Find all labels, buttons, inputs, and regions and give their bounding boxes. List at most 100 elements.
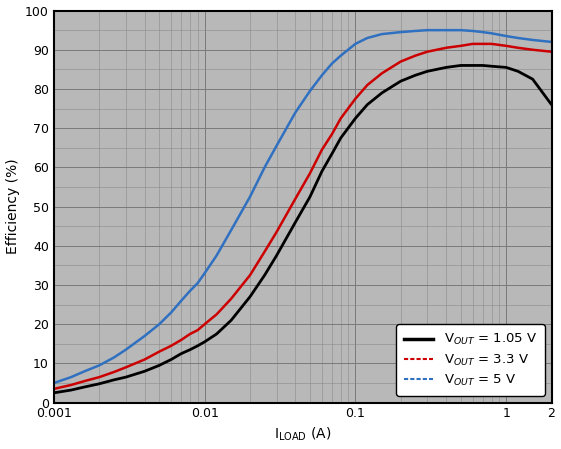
V$_{OUT}$ = 1.05 V: [424, 69, 431, 74]
V$_{OUT}$ = 3.3 V: [178, 337, 185, 343]
V$_{OUT}$ = 1.05 V: [503, 65, 509, 70]
V$_{OUT}$ = 1.05 V: [168, 357, 174, 362]
V$_{OUT}$ = 5 V: [81, 369, 88, 374]
V$_{OUT}$ = 1.05 V: [201, 339, 208, 344]
V$_{OUT}$ = 1.05 V: [457, 63, 464, 68]
V$_{OUT}$ = 3.3 V: [548, 49, 555, 54]
V$_{OUT}$ = 5 V: [503, 33, 509, 39]
V$_{OUT}$ = 3.3 V: [168, 343, 174, 348]
V$_{OUT}$ = 5 V: [111, 355, 117, 360]
V$_{OUT}$ = 1.05 V: [81, 384, 88, 390]
V$_{OUT}$ = 1.05 V: [273, 253, 280, 258]
V$_{OUT}$ = 5 V: [397, 30, 404, 35]
V$_{OUT}$ = 3.3 V: [68, 382, 75, 387]
V$_{OUT}$ = 1.05 V: [443, 65, 449, 70]
V$_{OUT}$ = 5 V: [514, 35, 521, 41]
V$_{OUT}$ = 3.3 V: [514, 45, 521, 50]
V$_{OUT}$ = 1.05 V: [530, 76, 536, 82]
V$_{OUT}$ = 1.05 V: [247, 294, 254, 299]
Y-axis label: Efficiency (%): Efficiency (%): [6, 159, 20, 255]
V$_{OUT}$ = 3.3 V: [111, 370, 117, 375]
V$_{OUT}$ = 3.3 V: [488, 41, 495, 47]
V$_{OUT}$ = 1.05 V: [470, 63, 476, 68]
V$_{OUT}$ = 5 V: [530, 37, 536, 43]
V$_{OUT}$ = 3.3 V: [480, 41, 486, 47]
V$_{OUT}$ = 1.05 V: [122, 374, 129, 380]
V$_{OUT}$ = 5 V: [364, 35, 371, 41]
V$_{OUT}$ = 5 V: [488, 31, 495, 36]
V$_{OUT}$ = 1.05 V: [194, 343, 201, 348]
V$_{OUT}$ = 5 V: [228, 228, 234, 233]
V$_{OUT}$ = 1.05 V: [488, 64, 495, 69]
V$_{OUT}$ = 3.3 V: [424, 49, 431, 54]
V$_{OUT}$ = 5 V: [213, 253, 220, 258]
V$_{OUT}$ = 5 V: [156, 321, 163, 327]
V$_{OUT}$ = 1.05 V: [480, 63, 486, 68]
V$_{OUT}$ = 1.05 V: [329, 151, 335, 156]
V$_{OUT}$ = 1.05 V: [156, 363, 163, 368]
V$_{OUT}$ = 1.05 V: [352, 116, 358, 121]
V$_{OUT}$ = 3.3 V: [337, 116, 344, 121]
V$_{OUT}$ = 3.3 V: [187, 331, 194, 337]
V$_{OUT}$ = 5 V: [480, 30, 486, 35]
V$_{OUT}$ = 1.05 V: [397, 79, 404, 84]
Line: V$_{OUT}$ = 5 V: V$_{OUT}$ = 5 V: [54, 30, 551, 383]
V$_{OUT}$ = 3.3 V: [213, 312, 220, 317]
V$_{OUT}$ = 1.05 V: [364, 102, 371, 107]
V$_{OUT}$ = 1.05 V: [111, 377, 117, 383]
V$_{OUT}$ = 5 V: [470, 28, 476, 34]
V$_{OUT}$ = 5 V: [178, 298, 185, 304]
V$_{OUT}$ = 5 V: [187, 288, 194, 294]
V$_{OUT}$ = 1.05 V: [228, 317, 234, 323]
V$_{OUT}$ = 5 V: [319, 73, 325, 78]
V$_{OUT}$ = 1.05 V: [307, 194, 314, 199]
V$_{OUT}$ = 3.3 V: [141, 357, 148, 362]
V$_{OUT}$ = 1.05 V: [514, 69, 521, 74]
V$_{OUT}$ = 5 V: [424, 27, 431, 33]
V$_{OUT}$ = 5 V: [168, 310, 174, 315]
V$_{OUT}$ = 3.3 V: [379, 70, 385, 76]
V$_{OUT}$ = 3.3 V: [50, 386, 57, 392]
V$_{OUT}$ = 1.05 V: [213, 331, 220, 337]
V$_{OUT}$ = 3.3 V: [194, 327, 201, 333]
V$_{OUT}$ = 5 V: [68, 374, 75, 380]
V$_{OUT}$ = 5 V: [352, 41, 358, 47]
V$_{OUT}$ = 3.3 V: [352, 96, 358, 101]
V$_{OUT}$ = 5 V: [50, 380, 57, 386]
V$_{OUT}$ = 3.3 V: [470, 41, 476, 47]
V$_{OUT}$ = 1.05 V: [379, 90, 385, 96]
V$_{OUT}$ = 1.05 V: [178, 351, 185, 357]
V$_{OUT}$ = 3.3 V: [96, 374, 103, 380]
V$_{OUT}$ = 1.05 V: [319, 169, 325, 174]
V$_{OUT}$ = 1.05 V: [548, 102, 555, 107]
Legend: V$_{OUT}$ = 1.05 V, V$_{OUT}$ = 3.3 V, V$_{OUT}$ = 5 V: V$_{OUT}$ = 1.05 V, V$_{OUT}$ = 3.3 V, V…: [396, 324, 545, 396]
V$_{OUT}$ = 1.05 V: [96, 381, 103, 387]
X-axis label: I$_{\rm LOAD}$ (A): I$_{\rm LOAD}$ (A): [274, 426, 332, 444]
V$_{OUT}$ = 3.3 V: [397, 59, 404, 64]
V$_{OUT}$ = 3.3 V: [530, 47, 536, 53]
V$_{OUT}$ = 5 V: [329, 61, 335, 66]
V$_{OUT}$ = 5 V: [412, 28, 419, 34]
V$_{OUT}$ = 5 V: [194, 280, 201, 286]
V$_{OUT}$ = 1.05 V: [187, 347, 194, 352]
V$_{OUT}$ = 3.3 V: [201, 321, 208, 327]
V$_{OUT}$ = 5 V: [307, 88, 314, 94]
V$_{OUT}$ = 1.05 V: [337, 135, 344, 141]
V$_{OUT}$ = 5 V: [261, 165, 268, 170]
V$_{OUT}$ = 5 V: [247, 194, 254, 199]
V$_{OUT}$ = 1.05 V: [292, 220, 299, 225]
V$_{OUT}$ = 5 V: [273, 143, 280, 149]
V$_{OUT}$ = 3.3 V: [81, 379, 88, 384]
V$_{OUT}$ = 1.05 V: [68, 387, 75, 393]
V$_{OUT}$ = 5 V: [122, 347, 129, 352]
V$_{OUT}$ = 1.05 V: [141, 369, 148, 374]
V$_{OUT}$ = 5 V: [457, 27, 464, 33]
V$_{OUT}$ = 3.3 V: [319, 147, 325, 152]
V$_{OUT}$ = 3.3 V: [443, 45, 449, 50]
V$_{OUT}$ = 3.3 V: [329, 132, 335, 137]
V$_{OUT}$ = 3.3 V: [247, 273, 254, 278]
V$_{OUT}$ = 3.3 V: [292, 196, 299, 202]
V$_{OUT}$ = 1.05 V: [50, 390, 57, 396]
V$_{OUT}$ = 5 V: [201, 271, 208, 276]
V$_{OUT}$ = 3.3 V: [364, 82, 371, 88]
